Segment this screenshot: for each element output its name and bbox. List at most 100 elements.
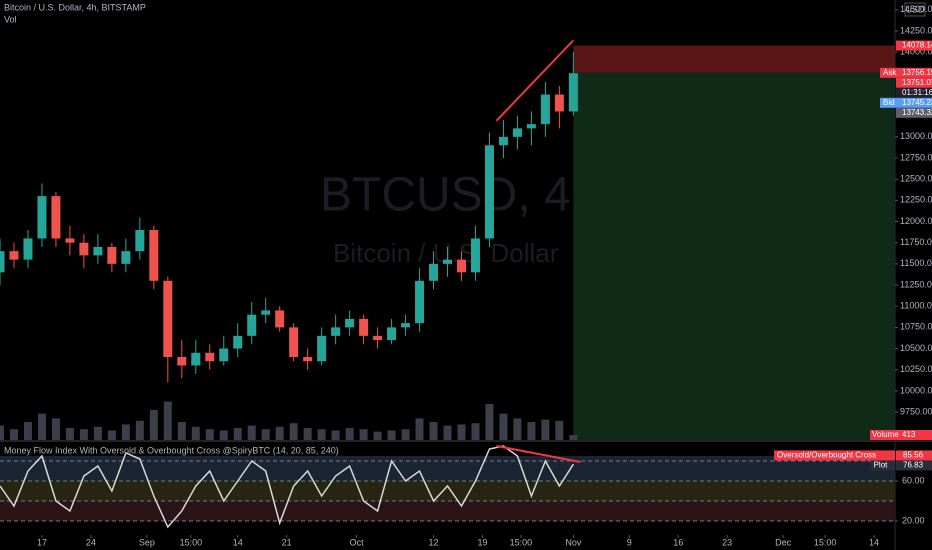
- x-tick-label: 24: [86, 537, 96, 547]
- candle-body: [429, 263, 439, 281]
- y-tick-label: 12500.00: [900, 174, 932, 184]
- volume-bar: [9, 429, 18, 440]
- candle-body: [526, 124, 536, 129]
- price-tag: [896, 430, 932, 440]
- x-tick-label: Nov: [565, 537, 582, 547]
- candle-body: [23, 238, 33, 260]
- volume-bar: [303, 428, 312, 440]
- y-tick-label: 60.00: [902, 475, 925, 485]
- volume-bar: [289, 423, 298, 440]
- watermark: BTCUSD, 4h: [320, 169, 597, 222]
- price-tag-label: 13745.23: [902, 98, 932, 107]
- y-tick-label: 14500.00: [900, 4, 932, 14]
- candle-body: [345, 318, 355, 328]
- indicator-tag-name: Oversold/Overbought Cross: [777, 451, 876, 460]
- volume-bar: [233, 428, 242, 440]
- price-tag-label: 13756.19: [902, 68, 932, 77]
- x-tick-label: 15:00: [510, 537, 533, 547]
- candle-body: [317, 335, 327, 362]
- candle-body: [79, 242, 89, 256]
- volume-bar: [499, 413, 508, 440]
- candle-body: [9, 251, 19, 260]
- x-tick-label: 17: [37, 537, 47, 547]
- candle-body: [219, 348, 229, 362]
- volume-bar: [79, 429, 88, 440]
- candle-body: [387, 327, 397, 341]
- price-tag: [896, 67, 932, 78]
- candle-body: [415, 280, 425, 324]
- volume-bar: [345, 428, 354, 440]
- candle-body: [275, 310, 285, 328]
- volume-bar: [23, 422, 32, 440]
- volume-bar: [359, 429, 368, 440]
- price-tag-name-box: [880, 67, 896, 78]
- price-tag: [896, 97, 932, 108]
- candle-body: [233, 335, 243, 349]
- y-tick-label: 11750.00: [900, 237, 932, 247]
- x-tick-label: 15:00: [814, 537, 837, 547]
- price-tag-name-box: [880, 97, 896, 108]
- price-tag-label: 13743.32: [902, 108, 932, 117]
- symbol-title: Bitcoin / U.S. Dollar, 4h, BITSTAMP: [4, 2, 146, 12]
- x-tick-label: 14: [233, 537, 243, 547]
- volume-bar: [0, 425, 4, 440]
- price-tag-label: 13751.07: [902, 78, 932, 87]
- currency[interactable]: USD: [905, 4, 925, 14]
- target-zone: [573, 72, 895, 441]
- price-tag: [896, 77, 932, 88]
- volume-bar: [317, 429, 326, 440]
- x-tick-label: 23: [722, 537, 732, 547]
- x-tick-label: 9: [627, 537, 632, 547]
- candle-body: [303, 357, 313, 362]
- volume-bar: [331, 430, 340, 440]
- y-tick-label: 14000.00: [900, 47, 932, 57]
- candle-body: [512, 128, 522, 137]
- price-tag: [896, 460, 932, 471]
- volume-bar: [163, 401, 172, 440]
- volume-bar: [485, 404, 494, 440]
- candle-body: [498, 136, 508, 146]
- candle-body: [163, 280, 173, 358]
- volume-bar: [107, 430, 116, 440]
- y-tick-label: 10750.00: [900, 322, 932, 332]
- candle-body: [65, 238, 75, 243]
- volume-bar: [205, 429, 214, 440]
- candle-body: [331, 327, 341, 336]
- indicator-tag-value: 85.56: [903, 451, 924, 460]
- candle-body: [401, 323, 411, 328]
- volume-tag-name: Volume: [872, 430, 899, 439]
- volume-bar: [443, 425, 452, 440]
- y-tick-label: 13000.00: [900, 131, 932, 141]
- candle-body: [107, 246, 117, 264]
- currency-button[interactable]: [904, 2, 926, 17]
- volume-bar: [65, 428, 74, 440]
- candle-body: [121, 251, 131, 264]
- candle-body: [261, 310, 271, 315]
- volume-bar: [429, 422, 438, 440]
- candle-body: [554, 94, 564, 112]
- x-tick-label: Oct: [350, 537, 365, 547]
- volume-bar: [93, 426, 102, 440]
- indicator-tag-name-box: [870, 460, 895, 471]
- volume-bar: [373, 431, 382, 440]
- volume-bar: [457, 424, 466, 440]
- x-tick-label: Dec: [775, 537, 792, 547]
- candle-body: [177, 357, 187, 366]
- x-tick-label: 16: [673, 537, 683, 547]
- y-tick-label: 12000.00: [900, 216, 932, 226]
- volume-bar: [387, 430, 396, 440]
- band: [0, 481, 895, 501]
- volume-bar: [37, 413, 46, 440]
- band: [0, 501, 895, 521]
- candle-body: [456, 259, 466, 273]
- candle-body: [51, 196, 61, 239]
- volume-bar: [527, 422, 536, 440]
- volume-title: Vol: [4, 14, 17, 24]
- x-tick-label: 12: [429, 537, 439, 547]
- candle-body: [0, 251, 5, 273]
- y-tick-label: 10250.00: [900, 364, 932, 374]
- volume-bar: [261, 429, 270, 440]
- candle-body: [470, 238, 480, 273]
- volume-bar: [541, 419, 550, 440]
